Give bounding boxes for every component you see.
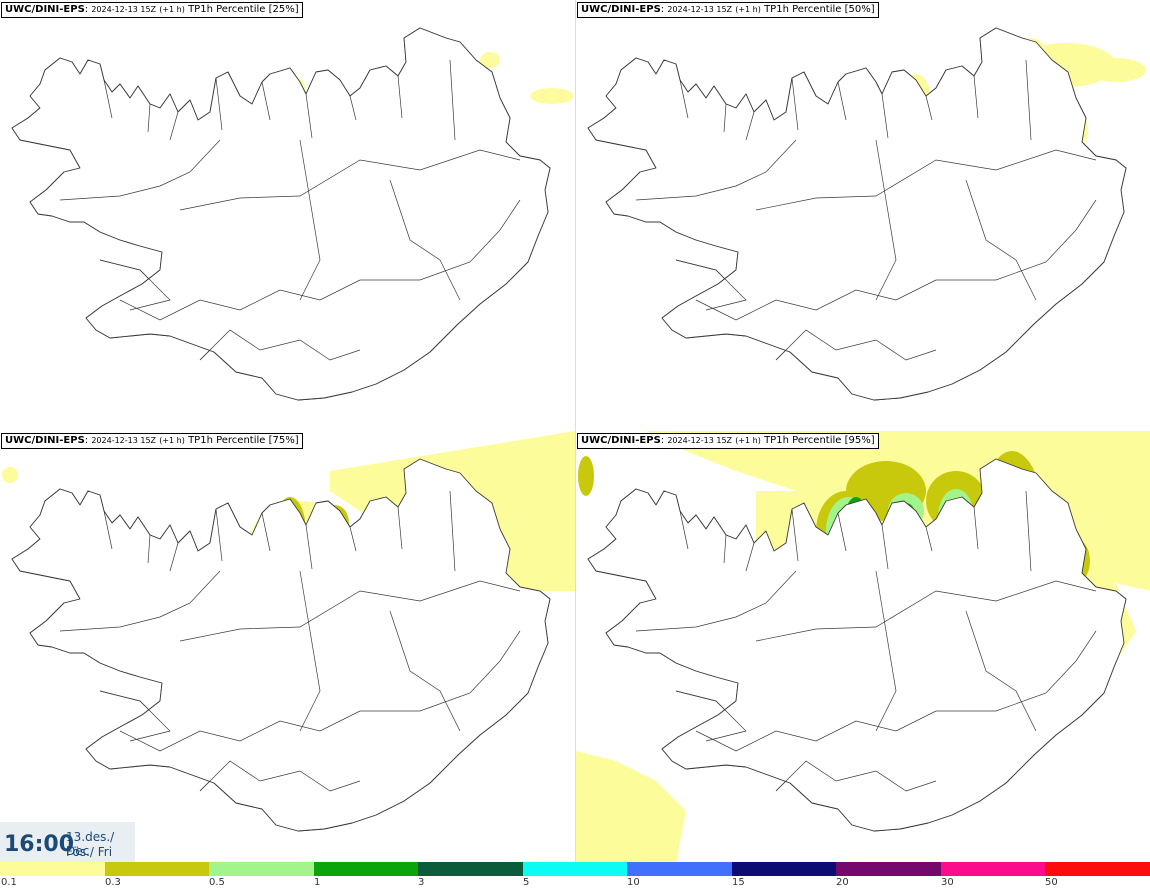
- percentile-label: [75%]: [268, 435, 299, 446]
- colorbar-tick-label: 1: [314, 877, 321, 888]
- colorbar-segment: [104, 862, 210, 876]
- colorbar-segment: [627, 862, 732, 876]
- colorbar-tick-label: 3: [418, 877, 425, 888]
- colorbar-tick-label: 15: [732, 877, 745, 888]
- iceland-map-p50: [576, 0, 1146, 432]
- colorbar-tick-label: 0.3: [105, 877, 121, 888]
- percentile-label: [25%]: [268, 4, 299, 15]
- colorbar-segment: [0, 862, 105, 876]
- model-name: UWC/DINI-EPS: [581, 4, 661, 15]
- colorbar-segment: [940, 862, 1046, 876]
- valid-time-box: 16:00 13.des./ Dec Fös./ Fri: [0, 822, 135, 862]
- iceland-map-p75: [2, 431, 575, 863]
- colorbar-segment: [731, 862, 837, 876]
- colorbar-labels: 0.1 0.3 0.5 1 3 5 10 15 20 30 50: [0, 877, 1150, 891]
- model-name: UWC/DINI-EPS: [5, 4, 85, 15]
- panel-title: UWC/DINI-EPS: 2024-12-13 15Z (+1 h) TP1h…: [577, 2, 879, 18]
- lead-time: (+1 h): [735, 436, 761, 445]
- valid-time: 16:00: [4, 832, 75, 857]
- colorbar-tick-label: 20: [836, 877, 849, 888]
- panel-title: UWC/DINI-EPS: 2024-12-13 15Z (+1 h) TP1h…: [1, 433, 303, 449]
- map-panel-p50: UWC/DINI-EPS: 2024-12-13 15Z (+1 h) TP1h…: [576, 0, 1150, 432]
- colorbar-segment: [1045, 862, 1150, 876]
- valid-weekday: Fös./ Fri: [66, 845, 113, 859]
- map-panel-p75: UWC/DINI-EPS: 2024-12-13 15Z (+1 h) TP1h…: [0, 431, 575, 863]
- panel-divider: [575, 0, 576, 862]
- model-name: UWC/DINI-EPS: [581, 435, 661, 446]
- field-name: TP1h Percentile: [764, 4, 842, 15]
- percentile-label: [50%]: [844, 4, 875, 15]
- field-name: TP1h Percentile: [188, 4, 266, 15]
- model-name: UWC/DINI-EPS: [5, 435, 85, 446]
- percentile-label: [95%]: [844, 435, 875, 446]
- colorbar-tick-label: 10: [627, 877, 640, 888]
- map-panel-p95: UWC/DINI-EPS: 2024-12-13 15Z (+1 h) TP1h…: [576, 431, 1150, 863]
- run-time: 2024-12-13 15Z: [91, 5, 157, 14]
- lead-time: (+1 h): [735, 5, 761, 14]
- panel-title: UWC/DINI-EPS: 2024-12-13 15Z (+1 h) TP1h…: [1, 2, 303, 18]
- colorbar-segment: [313, 862, 419, 876]
- colorbar-tick-label: 50: [1045, 877, 1058, 888]
- map-panel-p25: UWC/DINI-EPS: 2024-12-13 15Z (+1 h) TP1h…: [0, 0, 575, 432]
- colorbar-segment: [836, 862, 941, 876]
- field-name: TP1h Percentile: [188, 435, 266, 446]
- panel-title: UWC/DINI-EPS: 2024-12-13 15Z (+1 h) TP1h…: [577, 433, 879, 449]
- iceland-map-p95: [576, 431, 1150, 863]
- colorbar-tick-label: 0.1: [1, 877, 17, 888]
- precip-colorbar: [0, 862, 1150, 876]
- colorbar-segment: [522, 862, 628, 876]
- colorbar-tick-label: 30: [941, 877, 954, 888]
- run-time: 2024-12-13 15Z: [667, 5, 733, 14]
- field-name: TP1h Percentile: [764, 435, 842, 446]
- run-time: 2024-12-13 15Z: [667, 436, 733, 445]
- colorbar-segment: [418, 862, 523, 876]
- run-time: 2024-12-13 15Z: [91, 436, 157, 445]
- colorbar-tick-label: 0.5: [209, 877, 225, 888]
- lead-time: (+1 h): [159, 5, 185, 14]
- colorbar-segment: [209, 862, 314, 876]
- iceland-map-p25: [0, 0, 574, 432]
- valid-date: 13.des./ Dec: [66, 830, 115, 858]
- colorbar-tick-label: 5: [523, 877, 530, 888]
- lead-time: (+1 h): [159, 436, 185, 445]
